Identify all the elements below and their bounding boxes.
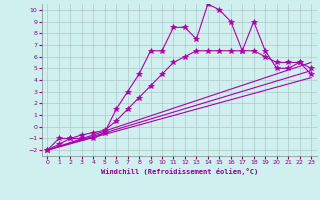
X-axis label: Windchill (Refroidissement éolien,°C): Windchill (Refroidissement éolien,°C) <box>100 168 258 175</box>
